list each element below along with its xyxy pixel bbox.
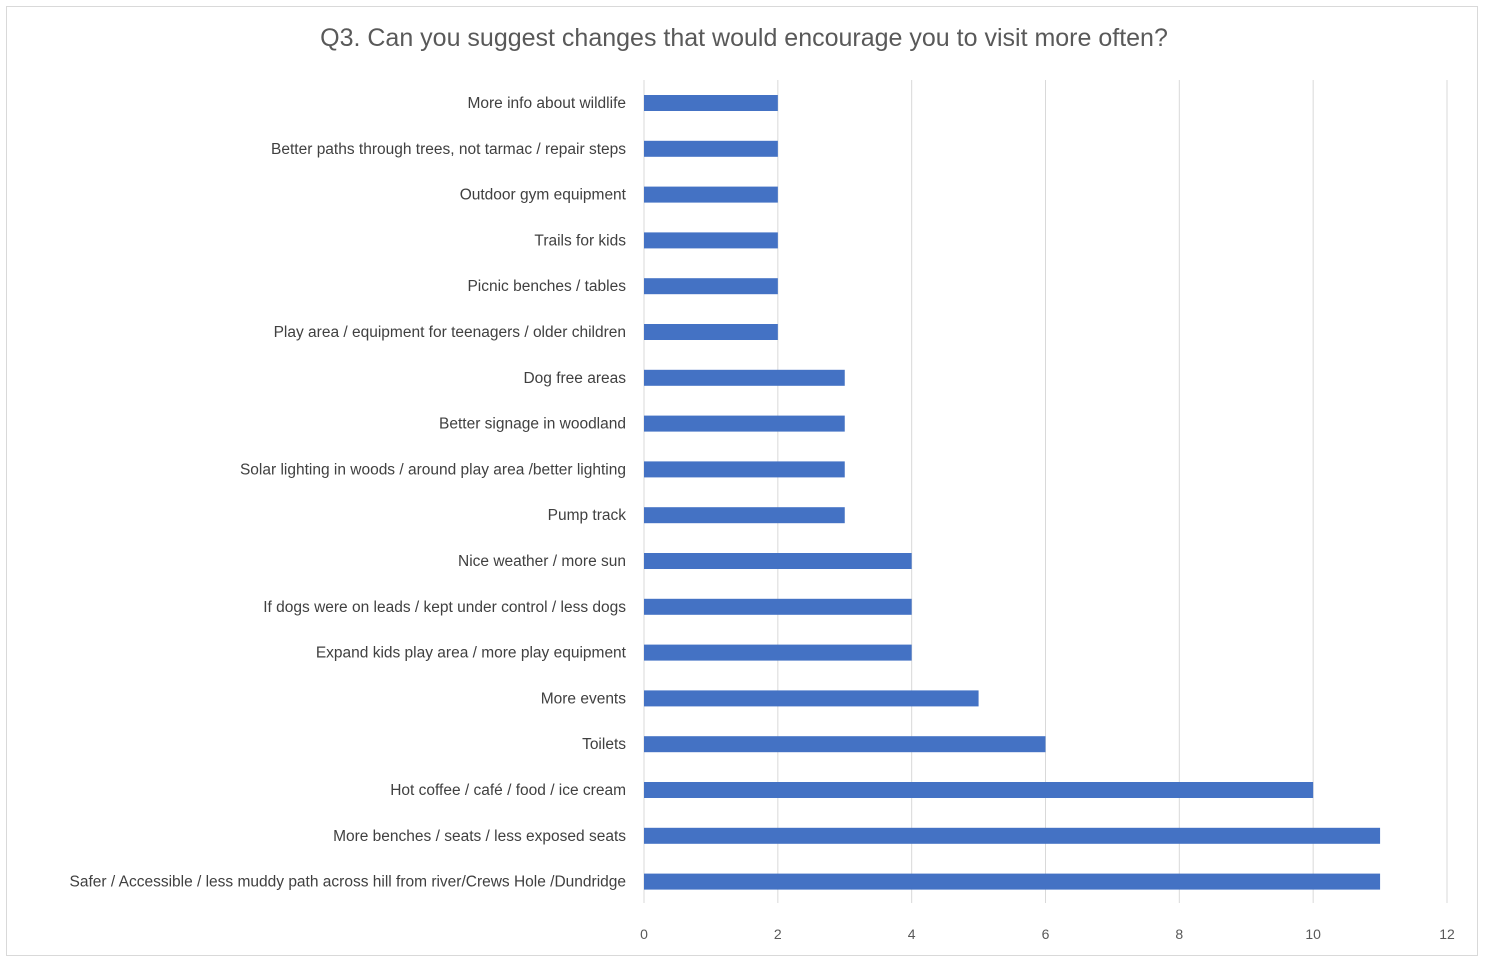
bar — [644, 598, 912, 615]
x-tick-label: 0 — [640, 926, 648, 942]
x-tick-label: 8 — [1175, 926, 1183, 942]
category-label: Play area / equipment for teenagers / ol… — [274, 324, 626, 341]
category-label: Trails for kids — [534, 232, 626, 249]
category-label: Hot coffee / café / food / ice cream — [390, 782, 626, 799]
bar — [644, 736, 1046, 753]
bar — [644, 95, 778, 111]
bar — [644, 461, 845, 478]
category-label: Solar lighting in woods / around play ar… — [240, 461, 626, 478]
bar — [644, 186, 778, 203]
category-label: Toilets — [582, 736, 626, 753]
category-label: Pump track — [548, 507, 627, 524]
bar — [644, 553, 912, 569]
x-tick-label: 10 — [1305, 926, 1321, 942]
x-tick-label: 4 — [908, 926, 916, 942]
category-label: More benches / seats / less exposed seat… — [333, 828, 626, 845]
x-tick-label: 2 — [774, 926, 782, 942]
bar — [644, 140, 778, 157]
category-label: Better signage in woodland — [439, 416, 626, 433]
category-label: Picnic benches / tables — [467, 278, 626, 295]
bar — [644, 873, 1381, 890]
bar — [644, 232, 778, 249]
bar — [644, 324, 778, 340]
x-axis-ticks: 0 2 4 6 8 10 12 — [640, 926, 1455, 942]
bar — [644, 690, 979, 707]
bars — [644, 95, 1381, 890]
bar — [644, 278, 778, 295]
category-labels: More info about wildlife Better paths thr… — [70, 95, 627, 891]
x-tick-label: 12 — [1439, 926, 1455, 942]
bar — [644, 507, 845, 524]
x-tick-label: 6 — [1042, 926, 1050, 942]
category-label: Dog free areas — [523, 370, 626, 387]
category-label: Nice weather / more sun — [458, 553, 626, 570]
bar — [644, 782, 1314, 798]
bar — [644, 644, 912, 661]
bar — [644, 827, 1381, 844]
category-label: More events — [541, 690, 627, 707]
bar — [644, 415, 845, 432]
category-label: Safer / Accessible / less muddy path acr… — [70, 874, 627, 891]
category-label: More info about wildlife — [467, 95, 626, 112]
category-label: Better paths through trees, not tarmac /… — [271, 141, 626, 158]
gridlines — [643, 80, 1448, 903]
bar — [644, 369, 845, 386]
chart-title: Q3. Can you suggest changes that would e… — [320, 24, 1168, 52]
category-label: If dogs were on leads / kept under contr… — [263, 599, 626, 616]
category-label: Expand kids play area / more play equipm… — [316, 645, 627, 662]
category-label: Outdoor gym equipment — [460, 187, 627, 204]
